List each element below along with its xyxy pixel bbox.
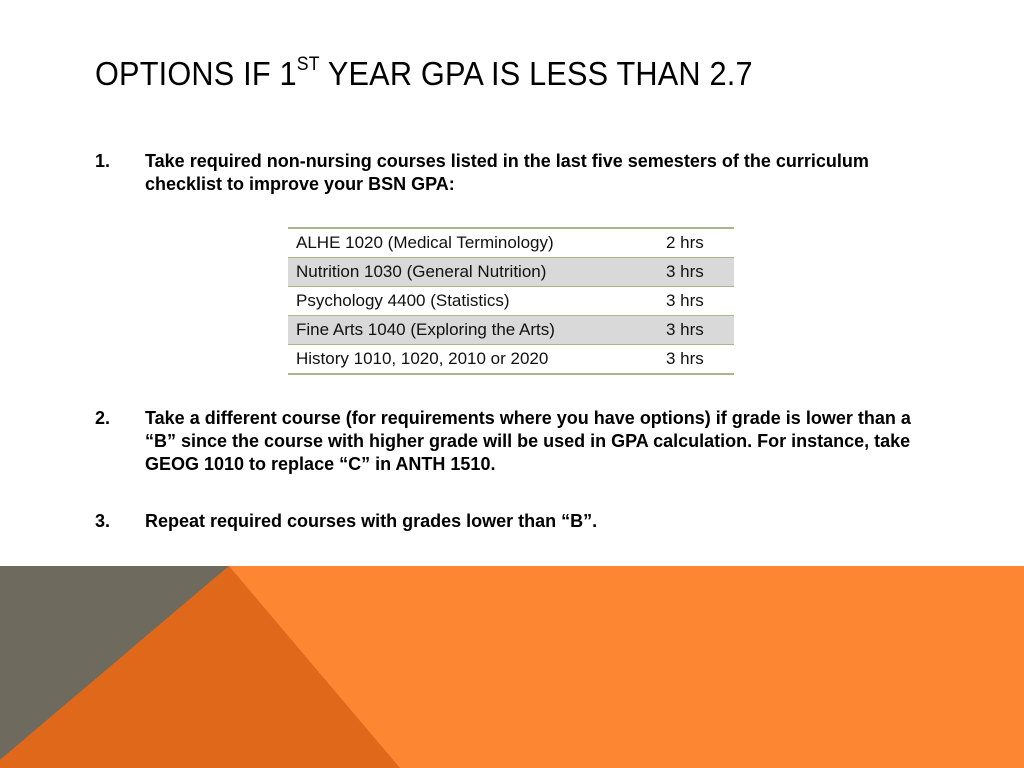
course-table: ALHE 1020 (Medical Terminology) 2 hrs Nu… bbox=[288, 227, 734, 375]
course-hours: 3 hrs bbox=[666, 349, 704, 368]
dark-orange-triangle bbox=[0, 566, 400, 768]
table-row: ALHE 1020 (Medical Terminology) 2 hrs bbox=[288, 228, 734, 258]
title-superscript: ST bbox=[296, 54, 320, 75]
table-row: Nutrition 1030 (General Nutrition) 3 hrs bbox=[288, 257, 734, 287]
list-item-text: Take a different course (for requirement… bbox=[145, 408, 911, 474]
list-item-text: Take required non-nursing courses listed… bbox=[145, 151, 869, 194]
table-row: Fine Arts 1040 (Exploring the Arts) 3 hr… bbox=[288, 315, 734, 345]
course-hours: 3 hrs bbox=[666, 257, 734, 287]
course-name: ALHE 1020 (Medical Terminology) bbox=[288, 228, 666, 258]
list-item-number: 3. bbox=[95, 511, 111, 531]
course-hours: 3 hrs bbox=[666, 315, 734, 345]
list-item-number: 2. bbox=[95, 408, 111, 428]
list-item-number: 1. bbox=[95, 151, 111, 171]
list-item-text: Repeat required courses with grades lowe… bbox=[145, 511, 598, 531]
slide-title: OPTIONS IF 1ST YEAR GPA IS LESS THAN 2.7 bbox=[95, 55, 753, 93]
course-name: Fine Arts 1040 (Exploring the Arts) bbox=[288, 315, 666, 345]
title-main: OPTIONS IF 1 bbox=[95, 55, 297, 92]
course-name: Nutrition 1030 (General Nutrition) bbox=[288, 257, 666, 287]
course-name: Psychology 4400 (Statistics) bbox=[288, 286, 666, 316]
table-row: Psychology 4400 (Statistics) 3 hrs bbox=[288, 286, 734, 316]
course-hours: 3 hrs bbox=[666, 286, 734, 316]
table-row: History 1010, 1020, 2010 or 2020 3 hrs bbox=[288, 345, 734, 375]
title-rest: YEAR GPA IS LESS THAN 2.7 bbox=[319, 55, 753, 92]
course-hours: 2 hrs bbox=[666, 228, 734, 258]
course-name: History 1010, 1020, 2010 or 2020 bbox=[296, 349, 549, 368]
